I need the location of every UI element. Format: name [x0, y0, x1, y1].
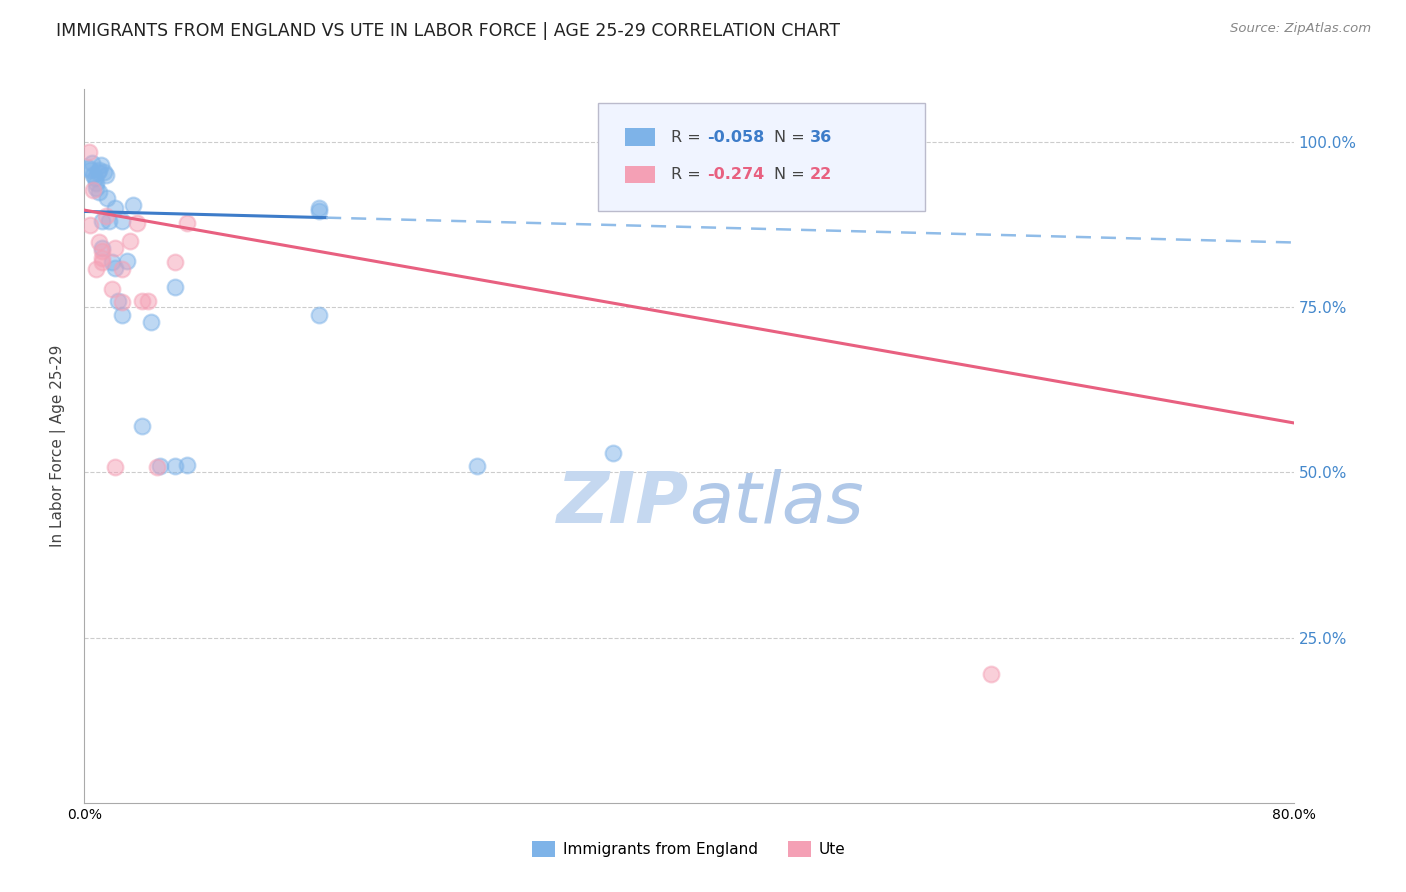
Bar	[624, 166, 655, 184]
Text: 22: 22	[810, 168, 832, 182]
Y-axis label: In Labor Force | Age 25-29: In Labor Force | Age 25-29	[49, 345, 66, 547]
Point	[121, 198, 143, 212]
Point	[86, 176, 108, 190]
Text: IMMIGRANTS FROM ENGLAND VS UTE IN LABOR FORCE | AGE 25-29 CORRELATION CHART: IMMIGRANTS FROM ENGLAND VS UTE IN LABOR …	[56, 22, 841, 40]
Legend: Immigrants from England, Ute: Immigrants from England, Ute	[526, 835, 852, 863]
Point	[104, 260, 127, 275]
Point	[90, 158, 112, 172]
Point	[86, 181, 108, 195]
Point	[89, 185, 111, 199]
Point	[111, 308, 134, 322]
Point	[131, 293, 153, 308]
Point	[77, 145, 100, 159]
Text: atlas: atlas	[689, 468, 863, 538]
Point	[79, 218, 101, 232]
Point	[127, 216, 149, 230]
Point	[79, 162, 101, 177]
Point	[308, 308, 330, 322]
Point	[86, 261, 108, 276]
Point	[93, 165, 115, 179]
Point	[111, 261, 134, 276]
Point	[165, 458, 187, 473]
Point	[176, 458, 198, 472]
Point	[104, 241, 127, 255]
Point	[165, 255, 187, 269]
Text: 36: 36	[810, 130, 832, 145]
Point	[91, 255, 114, 269]
Point	[91, 214, 114, 228]
Point	[94, 209, 117, 223]
FancyBboxPatch shape	[599, 103, 925, 211]
Point	[139, 315, 162, 329]
Point	[118, 234, 141, 248]
Point	[467, 458, 489, 473]
Point	[94, 168, 117, 182]
Point	[96, 191, 118, 205]
Point	[77, 161, 100, 176]
Text: -0.274: -0.274	[707, 168, 765, 182]
Point	[91, 244, 114, 258]
Point	[107, 293, 129, 308]
Point	[84, 171, 107, 186]
Point	[136, 293, 159, 308]
Point	[104, 460, 127, 475]
Text: R =: R =	[671, 168, 706, 182]
Point	[149, 458, 172, 473]
Point	[89, 235, 111, 250]
Point	[91, 251, 114, 265]
Point	[146, 460, 169, 475]
Point	[91, 241, 114, 255]
Point	[97, 214, 120, 228]
Point	[111, 295, 134, 310]
Point	[980, 667, 1002, 681]
Point	[82, 183, 104, 197]
Text: ZIP: ZIP	[557, 468, 689, 538]
Point	[87, 165, 110, 179]
Text: N =: N =	[773, 168, 810, 182]
Point	[165, 280, 187, 294]
Point	[111, 214, 134, 228]
Point	[115, 254, 138, 268]
Point	[176, 216, 198, 230]
Point	[82, 168, 104, 182]
Point	[602, 445, 624, 459]
Point	[80, 156, 103, 170]
Point	[131, 419, 153, 434]
Bar	[624, 128, 655, 146]
Point	[100, 255, 122, 269]
Text: Source: ZipAtlas.com: Source: ZipAtlas.com	[1230, 22, 1371, 36]
Text: R =: R =	[671, 130, 706, 145]
Point	[308, 201, 330, 215]
Point	[104, 201, 127, 215]
Text: N =: N =	[773, 130, 810, 145]
Point	[89, 162, 111, 177]
Point	[100, 282, 122, 296]
Point	[308, 204, 330, 219]
Text: -0.058: -0.058	[707, 130, 765, 145]
